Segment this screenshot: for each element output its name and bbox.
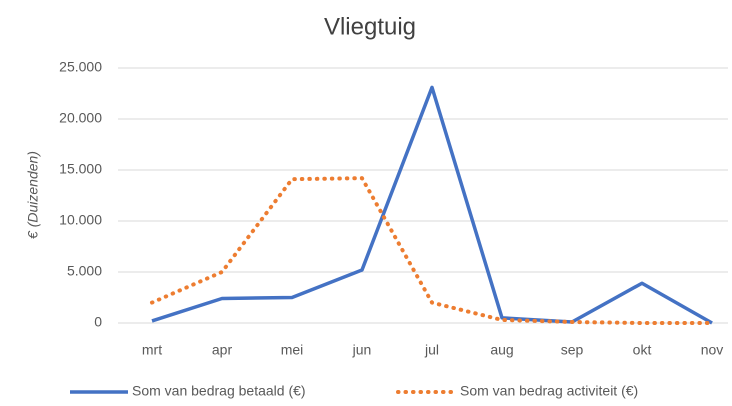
y-tick-label: 0 <box>94 314 102 330</box>
y-tick-label: 10.000 <box>59 212 102 228</box>
legend-label: Som van bedrag activiteit (€) <box>460 383 638 399</box>
x-tick-label: aug <box>490 342 513 358</box>
x-tick-label: okt <box>633 342 652 358</box>
y-tick-label: 5.000 <box>67 263 102 279</box>
chart-title: Vliegtuig <box>324 13 416 40</box>
legend-label: Som van bedrag betaald (€) <box>132 383 306 399</box>
x-tick-label: mei <box>281 342 304 358</box>
y-tick-label: 25.000 <box>59 59 102 75</box>
y-axis-label: € (Duizenden) <box>25 151 41 239</box>
x-tick-label: nov <box>701 342 724 358</box>
x-tick-label: mrt <box>142 342 162 358</box>
x-tick-label: sep <box>561 342 584 358</box>
x-tick-label: jul <box>424 342 439 358</box>
x-tick-label: jun <box>352 342 372 358</box>
y-tick-label: 20.000 <box>59 110 102 126</box>
series-line <box>150 176 714 325</box>
x-tick-label: apr <box>212 342 233 358</box>
series-line <box>151 85 713 325</box>
y-tick-label: 15.000 <box>59 161 102 177</box>
